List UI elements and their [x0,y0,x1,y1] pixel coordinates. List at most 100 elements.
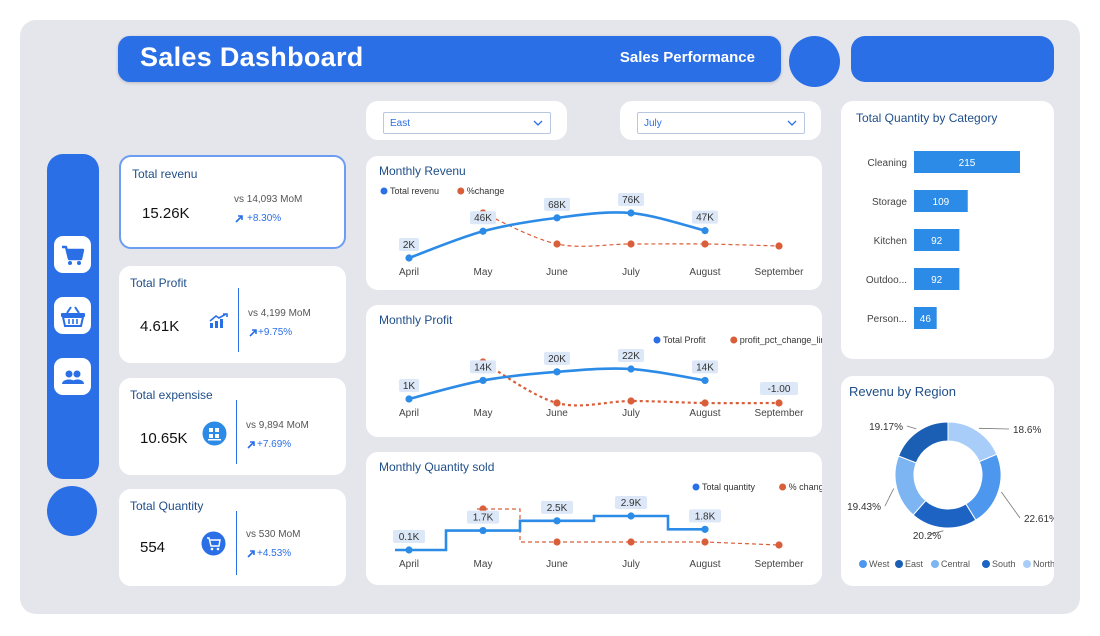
category-bar [914,190,968,212]
category-bar [914,229,960,251]
data-label-bg [689,509,721,523]
legend-marker [730,336,738,344]
data-label: 1.8K [695,511,716,522]
legend-marker [1023,560,1031,568]
monthly-revenue-svg: Total revenu %change April May June July Augus… [380,186,804,278]
bar-value-label: 92 [931,236,943,247]
change-point [627,240,635,248]
legend-marker [692,483,700,491]
legend-label: East [905,559,924,569]
region-donut-chart: Revenu by Region 18.6%22.61%20.2%19.43%1… [841,376,1054,586]
kpi-pct: +9.75% [258,327,293,338]
month-dropdown[interactable]: July [637,112,805,134]
donut-slice [947,421,998,463]
sidebar-item-cart[interactable] [54,236,91,273]
sidebar-item-basket[interactable] [54,297,91,334]
x-tick-label: June [546,559,568,570]
donut-slice-label: 19.17% [869,422,903,433]
legend-label: % change [789,482,822,492]
kpi-pct: +8.30% [247,213,282,224]
donut-slice-label: 20.2% [913,531,941,542]
region-donut-svg: 18.6% 22.61% 20.2% 19.43% 19.17% West East Cent… [847,421,1054,569]
category-bar-chart: Total Quantity by Category Cleaning 215 St… [841,101,1054,359]
donut-slice [897,421,949,464]
x-tick-label: August [689,559,720,570]
data-label: 2K [403,240,416,251]
legend-label: Total revenu [390,186,439,196]
donut-leader-line [1001,491,1021,519]
x-tick-label: May [474,408,493,419]
dashboard-title: Sales Dashboard [140,42,364,72]
legend-label: North [1033,559,1054,569]
category-label: Outdoo... [866,275,907,286]
kpi-card-profit: Total Profit 4.61K vs 4,199 MoM +9.75% [119,266,346,363]
legend-label: profit_pct_change_line [740,335,822,345]
data-label-bg [760,382,798,395]
x-tick-label: August [689,267,720,278]
monthly-revenue-chart: Monthly Revenu Total revenu %change April M… [366,156,822,290]
x-tick-label: September [755,408,805,419]
change-point [701,399,709,407]
legend-marker [859,560,867,568]
cart-icon [61,245,84,265]
legend-label: Total Profit [663,335,706,345]
trend-up-icon [247,550,255,558]
legend-label: %change [467,186,505,196]
legend-marker [895,560,903,568]
main-point [405,254,413,262]
main-point [553,214,561,222]
region-dropdown[interactable]: East [383,112,551,134]
kpi-vs: vs 9,894 MoM [246,420,309,431]
data-label-bg [541,500,573,514]
data-label: 1K [403,381,416,392]
chart-title: Monthly Profit [379,313,453,327]
x-tick-label: August [689,408,720,419]
quantity-cart-icon [201,531,226,556]
monthly-profit-chart: Monthly Profit Total Profit profit_pct_ch… [366,305,822,437]
trend-up-icon [249,329,257,337]
month-dropdown-value: July [644,118,662,129]
legend-label: Total quantity [702,482,756,492]
x-tick-label: April [399,408,419,419]
data-label: 46K [474,213,492,224]
monthly-quantity-svg: Total quantity % change April May June July Au… [393,482,822,570]
data-label-bg [544,351,570,365]
x-tick-label: May [474,267,493,278]
kpi-value: 10.65K [140,430,188,447]
category-bar-svg: Cleaning 215 Storage 109 Kitchen 92 Outdoo... 9… [866,151,1020,329]
chart-legend: Total Profit profit_pct_change_line [653,335,822,345]
kpi-label: Total revenu [132,167,198,181]
data-label-bg [618,193,644,206]
sidebar-circle-button[interactable] [47,486,97,536]
main-point [479,227,487,235]
data-label: 0.1K [399,532,420,543]
legend-marker [380,187,388,195]
donut-slice [965,453,1002,521]
data-label: 2.9K [621,498,642,509]
sidebar [47,154,99,479]
main-point [479,376,487,385]
donut-leader-line [906,425,917,430]
kpi-card-expense: Total expensise 10.65K vs 9,894 MoM +7.6… [119,378,346,475]
donut-slice-label: 22.61% [1024,514,1054,525]
data-label: 47K [696,213,714,224]
change-point [553,538,561,546]
expense-icon [202,421,227,446]
chart-growth-icon [209,313,228,328]
donut-leader-line [978,427,1010,430]
change-point [553,240,561,248]
header-pill-button[interactable] [851,36,1054,82]
header-circle-button[interactable] [789,36,840,87]
x-tick-label: July [622,559,640,570]
kpi-label: Total expensise [130,388,213,402]
month-filter-card: July [620,101,821,140]
kpi-card-quantity: Total Quantity 554 vs 530 MoM +4.53% [119,489,346,586]
main-point [701,227,709,235]
data-label: 76K [622,195,640,206]
main-point [701,525,709,533]
sidebar-item-users[interactable] [54,358,91,395]
data-label-bg [399,379,419,392]
region-dropdown-value: East [390,118,411,129]
main-point [553,517,561,525]
data-label: 14K [474,362,492,373]
